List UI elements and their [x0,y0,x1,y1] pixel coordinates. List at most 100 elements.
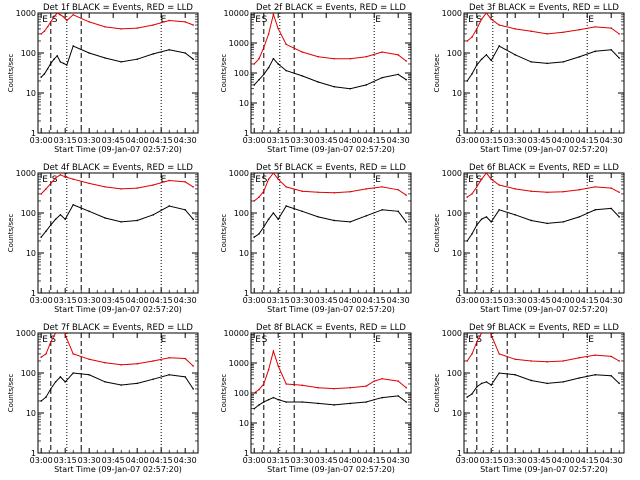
events-series-line-point [192,388,194,390]
x-tick-label: 04:15 [363,296,386,305]
x-tick-label: 03:15 [54,456,77,465]
events-series-line-point [40,76,42,78]
lld-series-line-point [64,176,66,178]
events-series-line-point [471,73,473,75]
x-tick-label: 03:00 [243,136,266,145]
events-series-line-point [136,58,138,60]
x-tick-label: 03:45 [315,136,338,145]
x-tick-label: 04:30 [600,136,623,145]
lld-series-line-point [72,178,74,180]
detector-panel-6: Det 6f BLACK = Events, RED = LLD 1 10 100 10… [433,163,625,314]
detector-panel-3: Det 3f BLACK = Events, RED = LLD 1 10 100 10… [433,3,625,154]
marker-E: E [42,15,48,25]
lld-series-line-point [610,355,612,358]
events-series-line-point [405,78,408,81]
lld-series-line-point [104,361,106,364]
lld-series-line-point [514,28,516,30]
events-series-line-point [365,401,368,403]
events-series-line-point [618,216,620,218]
lld-series-line-point [104,186,106,188]
lld-series-line-point [62,16,65,18]
lld-series-line-point [267,178,270,180]
events-series-line-point [485,54,488,56]
events-series-line-point [365,84,368,86]
events-series-line-point [530,219,532,222]
x-tick-label: 03:15 [480,296,503,305]
lld-series-line-point [365,385,368,387]
lld-series-line-point [373,380,376,382]
lld-series-line-point [46,26,49,28]
lld-series-line-point [285,186,288,188]
x-tick-label: 04:00 [339,456,362,465]
events-series-line-point [120,384,122,386]
x-tick-label: 03:00 [30,136,53,145]
events-series-line-point [317,402,320,405]
lld-series-line-point [60,320,62,322]
events-series-line-point [317,81,320,83]
lld-series-line-point [466,40,469,42]
events-series-line [466,45,620,82]
marker-E: E [588,335,594,345]
x-tick-label: 04:00 [552,136,575,145]
events-series-line-point [333,219,336,222]
lld-series-line-point [333,191,336,194]
lld-series-line-point [610,27,612,29]
lld-series-line-point [301,190,304,193]
panel-title: Det 6f BLACK = Events, RED = LLD [469,163,619,173]
events-series-line-point [43,73,46,75]
y-tick-label: 10000 [224,329,249,338]
lld-series-line-point [405,386,408,389]
plot-frame [250,172,412,294]
marker-S: S [476,335,482,345]
events-series-line-point [514,214,516,216]
events-series-line-point [277,63,280,65]
lld-series-line-point [610,187,612,189]
events-series-line-point [546,62,548,65]
lld-series-line-point [184,357,186,360]
events-series-line-point [88,210,90,213]
events-series-line-point [485,381,488,383]
events-series-line-point [50,62,52,65]
y-axis-label: Counts/sec [220,214,228,253]
x-axis-label: Start Time (09-Jan-07 02:57:20) [54,305,182,314]
lld-series-line-point [184,181,186,183]
lld-series-line-point [258,57,260,60]
lld-series-line-point [498,353,501,355]
marker-S: S [262,175,268,185]
lld-series-line-point [50,341,52,343]
events-series-line-point [46,68,49,70]
events-series-line-point [397,210,400,213]
lld-series-line-point [40,33,42,35]
lld-series-line-point [285,43,288,46]
events-series-line [253,205,407,238]
x-tick-label: 03:00 [456,136,479,145]
events-series-line-point [45,230,47,233]
panel-title: Det 5f BLACK = Events, RED = LLD [256,163,406,173]
panel-title: Det 4f BLACK = Events, RED = LLD [43,163,193,173]
events-series-line-point [263,226,265,228]
events-series-line [466,372,620,398]
x-tick-label: 04:30 [174,296,197,305]
marker-S: S [52,15,58,25]
events-series-line-point [285,401,288,403]
events-series-line-point [373,398,376,401]
lld-series-line-point [546,361,548,363]
marker-E: E [255,335,261,345]
detector-panel-1: Det 1f BLACK = Events, RED = LLD 1 10 100 10… [7,3,199,154]
lld-series-line-point [56,13,58,14]
events-series-line-point [530,379,532,382]
lld-series-line-point [397,54,400,56]
events-series-line-point [471,393,473,395]
lld-series-line-point [618,360,620,362]
panel-title: Det 2f BLACK = Events, RED = LLD [256,3,406,13]
events-series-line-point [168,49,170,51]
lld-series-line-point [59,174,62,176]
lld-series-line-point [45,188,47,190]
events-series-line-point [50,224,52,226]
events-series-line-point [301,75,304,77]
events-series-line-point [285,69,288,72]
lld-series-line-point [54,177,57,179]
x-axis-label: Start Time (09-Jan-07 02:57:20) [480,465,608,474]
events-series-line-point [405,221,408,223]
